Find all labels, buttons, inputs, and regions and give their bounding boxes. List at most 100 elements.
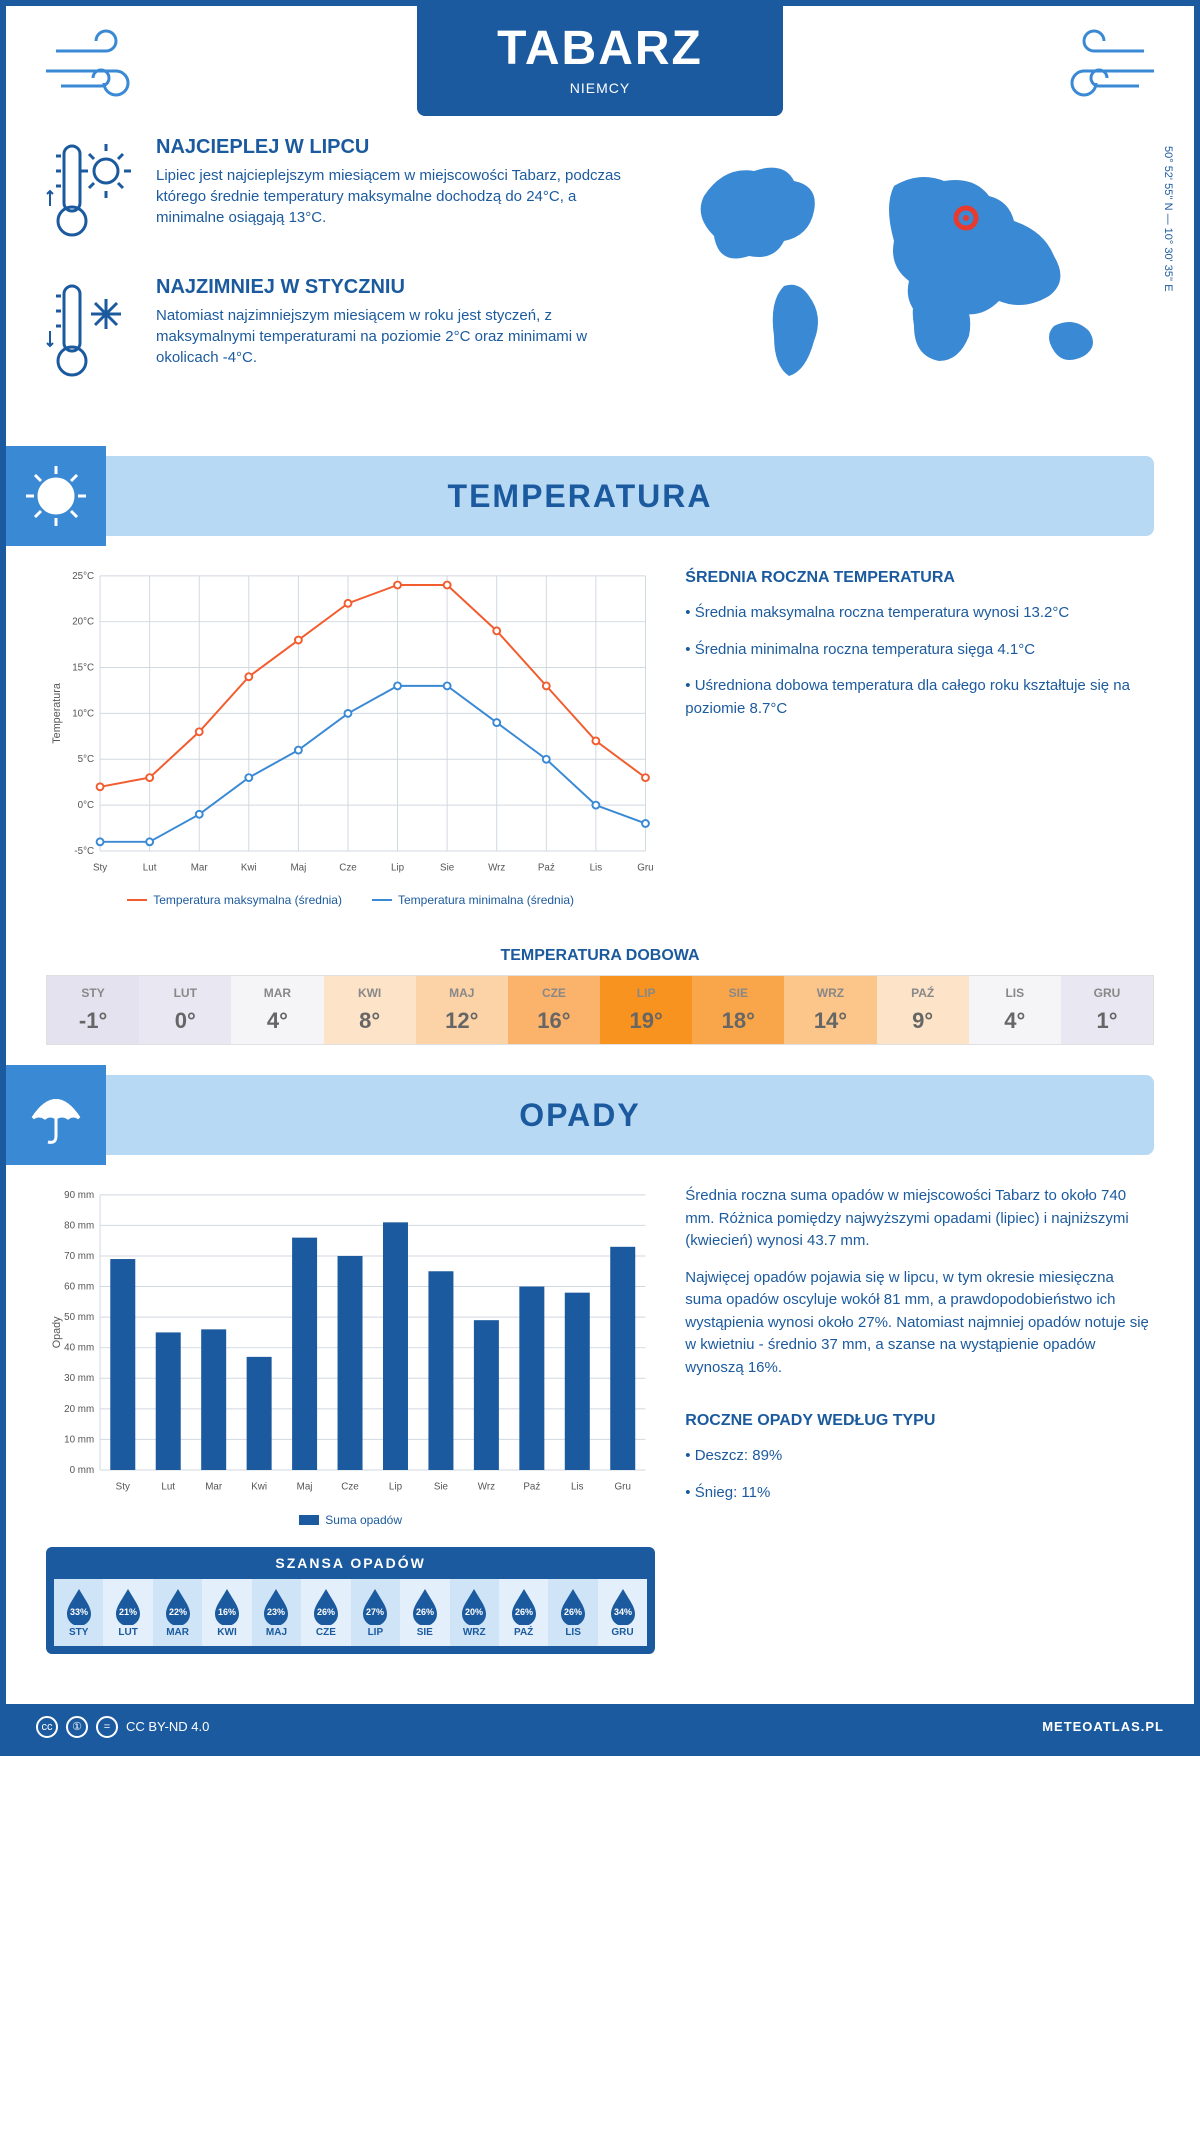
- hottest-block: NAJCIEPLEJ W LIPCU Lipiec jest najcieple…: [46, 136, 644, 251]
- temp-bullet: • Średnia maksymalna roczna temperatura …: [685, 602, 1154, 625]
- daily-temp-title: TEMPERATURA DOBOWA: [6, 947, 1194, 965]
- coordinates-label: 50° 52' 55'' N — 10° 30' 35'' E: [1162, 146, 1174, 292]
- sun-icon: [6, 446, 106, 546]
- svg-text:20%: 20%: [465, 1607, 483, 1617]
- svg-text:Sty: Sty: [116, 1482, 130, 1493]
- temp-cell: LUT0°: [139, 976, 231, 1044]
- svg-text:16%: 16%: [218, 1607, 236, 1617]
- temp-cell: PAŹ9°: [877, 976, 969, 1044]
- svg-text:Sie: Sie: [434, 1482, 449, 1493]
- precip-type-title: ROCZNE OPADY WEDŁUG TYPU: [685, 1409, 1154, 1433]
- svg-text:Wrz: Wrz: [488, 863, 505, 874]
- title-block: TABARZ NIEMCY: [417, 6, 783, 116]
- svg-text:30 mm: 30 mm: [64, 1374, 94, 1385]
- svg-text:70 mm: 70 mm: [64, 1251, 94, 1262]
- license-text: CC BY-ND 4.0: [126, 1719, 209, 1734]
- svg-text:Mar: Mar: [191, 863, 209, 874]
- temperature-section-header: TEMPERATURA: [6, 456, 1154, 536]
- temp-cell: KWI8°: [324, 976, 416, 1044]
- svg-text:Kwi: Kwi: [241, 863, 257, 874]
- svg-text:Maj: Maj: [290, 863, 306, 874]
- precip-p1: Średnia roczna suma opadów w miejscowośc…: [685, 1185, 1154, 1253]
- header: TABARZ NIEMCY: [6, 6, 1194, 116]
- svg-text:26%: 26%: [564, 1607, 582, 1617]
- temperature-summary: ŚREDNIA ROCZNA TEMPERATURA • Średnia mak…: [685, 566, 1154, 907]
- hottest-title: NAJCIEPLEJ W LIPCU: [156, 136, 644, 159]
- hottest-text: Lipiec jest najcieplejszym miesiącem w m…: [156, 165, 644, 228]
- temp-summary-title: ŚREDNIA ROCZNA TEMPERATURA: [685, 566, 1154, 590]
- temp-cell: LIS4°: [969, 976, 1061, 1044]
- page-subtitle: NIEMCY: [497, 80, 703, 96]
- rain-chance-cell: 23%MAJ: [252, 1579, 301, 1646]
- svg-text:Lut: Lut: [143, 863, 157, 874]
- temp-bullet: • Uśredniona dobowa temperatura dla całe…: [685, 675, 1154, 720]
- legend-min: Temperatura minimalna (średnia): [398, 893, 574, 907]
- temp-cell: WRZ14°: [784, 976, 876, 1044]
- svg-text:Paź: Paź: [538, 863, 555, 874]
- svg-text:Wrz: Wrz: [478, 1482, 495, 1493]
- svg-text:Lip: Lip: [391, 863, 405, 874]
- svg-text:25°C: 25°C: [72, 571, 94, 582]
- svg-text:50 mm: 50 mm: [64, 1313, 94, 1324]
- precipitation-title: OPADY: [6, 1097, 1154, 1134]
- svg-text:10°C: 10°C: [72, 708, 94, 719]
- site-name: METEOATLAS.PL: [1042, 1719, 1164, 1734]
- svg-text:20 mm: 20 mm: [64, 1404, 94, 1415]
- temp-cell: GRU1°: [1061, 976, 1153, 1044]
- svg-text:26%: 26%: [416, 1607, 434, 1617]
- svg-text:20°C: 20°C: [72, 617, 94, 628]
- svg-text:80 mm: 80 mm: [64, 1221, 94, 1232]
- temp-cell: STY-1°: [47, 976, 139, 1044]
- svg-text:Sie: Sie: [440, 863, 455, 874]
- svg-text:Gru: Gru: [615, 1482, 631, 1493]
- svg-text:Cze: Cze: [341, 1482, 359, 1493]
- coldest-text: Natomiast najzimniejszym miesiącem w rok…: [156, 305, 644, 368]
- svg-text:90 mm: 90 mm: [64, 1190, 94, 1201]
- svg-text:Sty: Sty: [93, 863, 107, 874]
- rain-chance-cell: 27%LIP: [351, 1579, 400, 1646]
- temp-chart-legend: Temperatura maksymalna (średnia) Tempera…: [46, 893, 655, 907]
- rain-chance-cell: 26%CZE: [301, 1579, 350, 1646]
- legend-rain: Suma opadów: [325, 1513, 402, 1527]
- svg-text:Cze: Cze: [339, 863, 357, 874]
- rain-chance-cell: 16%KWI: [202, 1579, 251, 1646]
- svg-text:Gru: Gru: [637, 863, 653, 874]
- svg-text:60 mm: 60 mm: [64, 1282, 94, 1293]
- rain-chance-cell: 20%WRZ: [450, 1579, 499, 1646]
- svg-text:Paź: Paź: [523, 1482, 540, 1493]
- temp-cell: LIP19°: [600, 976, 692, 1044]
- temperature-title: TEMPERATURA: [6, 478, 1154, 515]
- svg-text:Lis: Lis: [571, 1482, 584, 1493]
- page-title: TABARZ: [497, 21, 703, 76]
- cc-icon: cc: [36, 1716, 58, 1738]
- svg-text:21%: 21%: [119, 1607, 137, 1617]
- svg-text:Kwi: Kwi: [251, 1482, 267, 1493]
- thermometer-cold-icon: [46, 276, 136, 391]
- type-bullet: • Śnieg: 11%: [685, 1482, 1154, 1505]
- world-map-icon: [674, 136, 1154, 406]
- svg-text:40 mm: 40 mm: [64, 1343, 94, 1354]
- coldest-title: NAJZIMNIEJ W STYCZNIU: [156, 276, 644, 299]
- svg-text:Lip: Lip: [389, 1482, 403, 1493]
- svg-text:Lut: Lut: [161, 1482, 175, 1493]
- rain-chance-table: SZANSA OPADÓW 33%STY21%LUT22%MAR16%KWI23…: [46, 1547, 655, 1654]
- svg-text:0°C: 0°C: [78, 800, 94, 811]
- precipitation-section-header: OPADY: [6, 1075, 1154, 1155]
- temp-cell: MAJ12°: [416, 976, 508, 1044]
- nd-icon: =: [96, 1716, 118, 1738]
- svg-text:5°C: 5°C: [78, 754, 94, 765]
- svg-text:34%: 34%: [614, 1607, 632, 1617]
- temp-cell: CZE16°: [508, 976, 600, 1044]
- temp-bullet: • Średnia minimalna roczna temperatura s…: [685, 639, 1154, 662]
- rain-chance-cell: 22%MAR: [153, 1579, 202, 1646]
- svg-text:Opady: Opady: [51, 1316, 63, 1348]
- precip-p2: Najwięcej opadów pojawia się w lipcu, w …: [685, 1267, 1154, 1380]
- legend-max: Temperatura maksymalna (średnia): [153, 893, 342, 907]
- svg-text:Mar: Mar: [205, 1482, 223, 1493]
- coldest-block: NAJZIMNIEJ W STYCZNIU Natomiast najzimni…: [46, 276, 644, 391]
- rain-chart-legend: Suma opadów: [46, 1513, 655, 1527]
- temp-cell: SIE18°: [692, 976, 784, 1044]
- rain-chance-cell: 26%SIE: [400, 1579, 449, 1646]
- svg-text:26%: 26%: [515, 1607, 533, 1617]
- svg-text:33%: 33%: [70, 1607, 88, 1617]
